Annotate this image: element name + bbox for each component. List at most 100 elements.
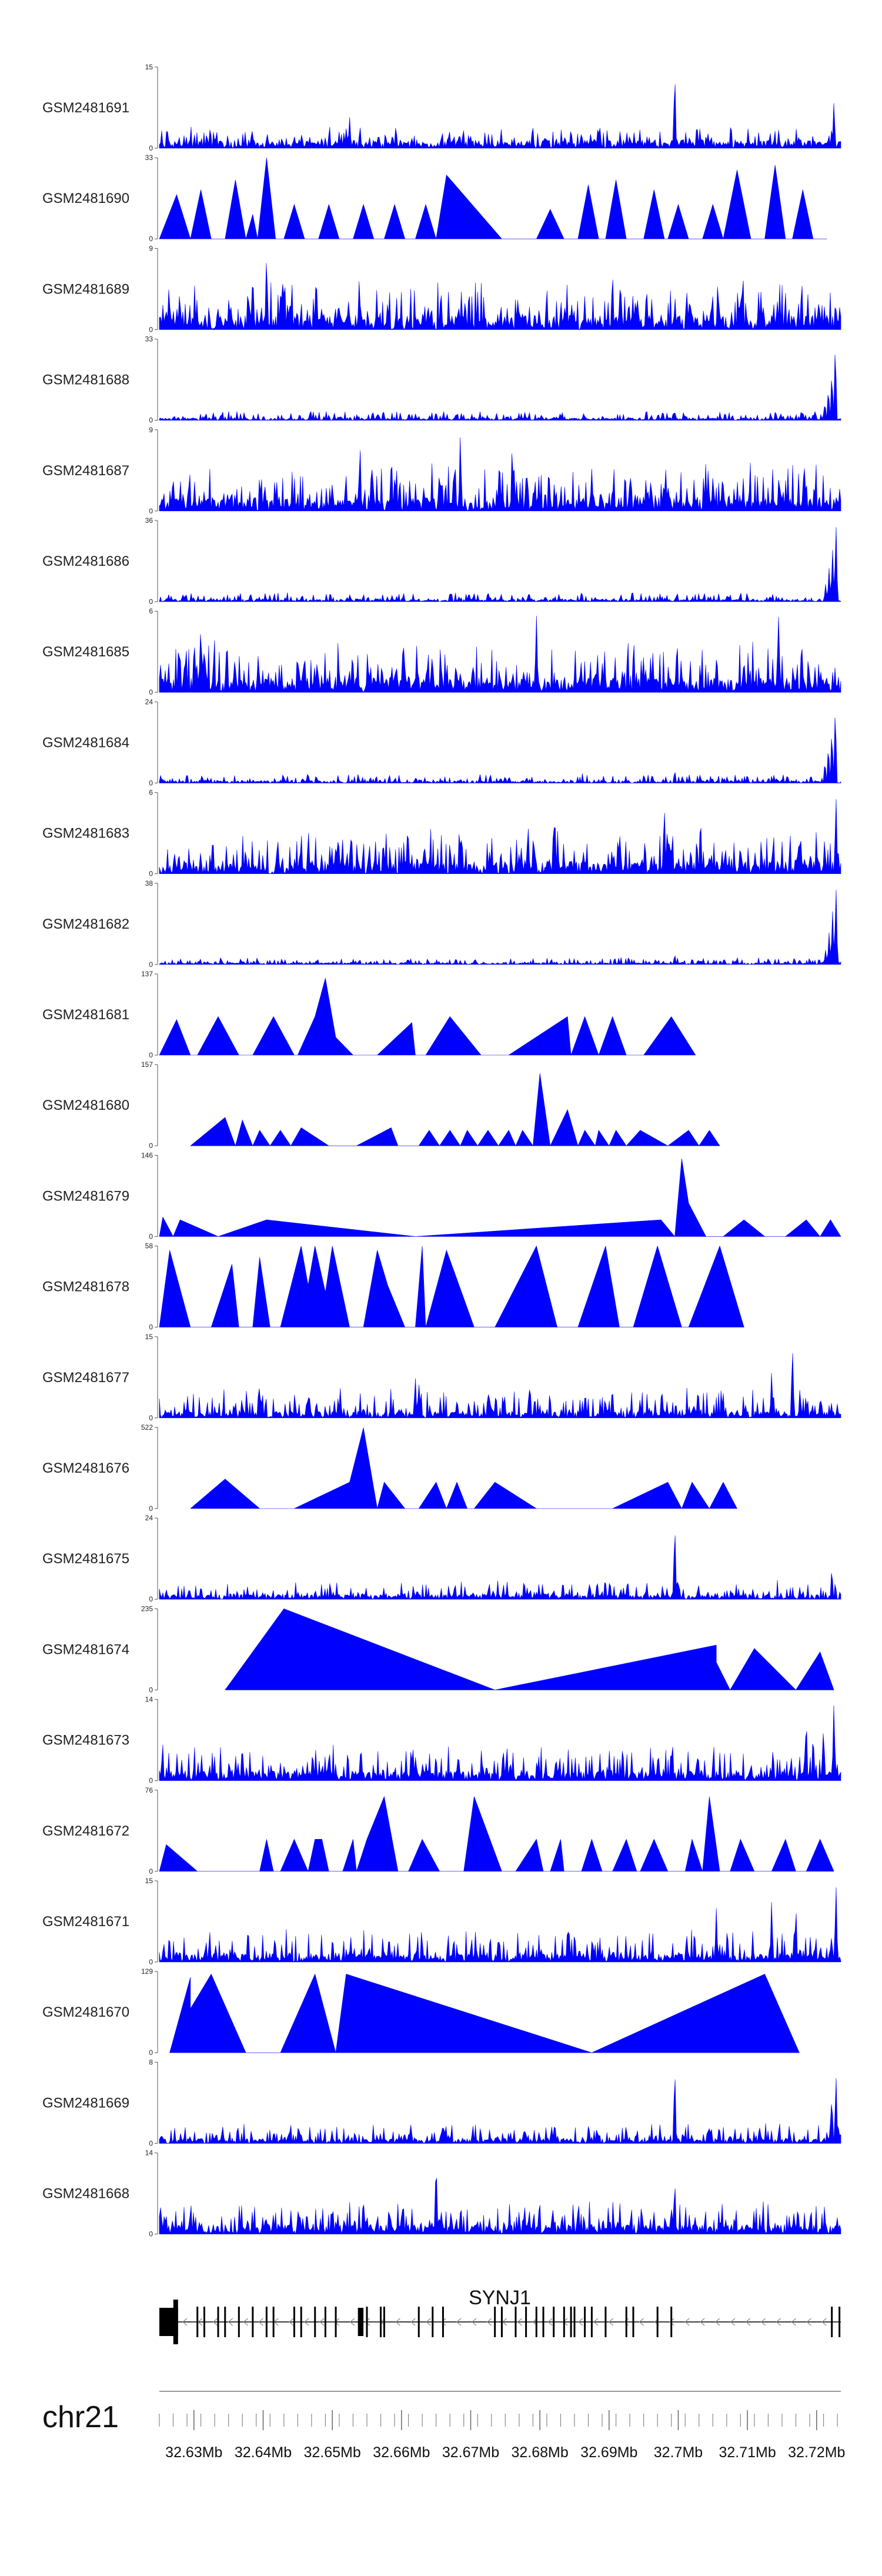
signal-area (190, 1073, 720, 1147)
y-max-label: 15 (145, 1877, 153, 1885)
track-GSM2481671: GSM2481671 15 0 (42, 1877, 841, 1966)
track-label: GSM2481674 (42, 1641, 129, 1657)
strand-chevron-icon (730, 2318, 736, 2326)
track-GSM2481687: GSM2481687 9 0 (42, 426, 841, 515)
y-min-label: 0 (149, 2048, 153, 2057)
track-label: GSM2481678 (42, 1279, 129, 1295)
signal-area (159, 2178, 841, 2234)
strand-chevron-icon (776, 2318, 781, 2326)
exon (217, 2307, 219, 2337)
track-GSM2481682: GSM2481682 38 0 (42, 879, 841, 969)
signal-area (159, 263, 841, 330)
track-GSM2481679: GSM2481679 146 0 (42, 1151, 841, 1240)
gene-structure (159, 2300, 841, 2344)
track-GSM2481680: GSM2481680 157 0 (42, 1060, 720, 1150)
y-max-label: 33 (145, 154, 153, 162)
y-min-label: 0 (149, 1051, 153, 1059)
exon (417, 2307, 420, 2337)
track-GSM2481676: GSM2481676 522 0 (42, 1423, 737, 1513)
y-max-label: 24 (145, 1514, 153, 1522)
strand-chevron-icon (365, 2318, 370, 2326)
y-min-label: 0 (149, 960, 153, 969)
y-min-label: 0 (149, 507, 153, 515)
y-min-label: 0 (149, 870, 153, 878)
track-GSM2481678: GSM2481678 58 0 (42, 1242, 744, 1332)
track-GSM2481672: GSM2481672 76 0 (42, 1786, 834, 1876)
strand-chevron-icon (289, 2318, 294, 2326)
tick-label: 32.64Mb (235, 2444, 292, 2461)
track-label: GSM2481670 (42, 2004, 129, 2020)
tick-label: 32.66Mb (373, 2444, 430, 2461)
track-GSM2481688: GSM2481688 33 0 (42, 335, 841, 425)
exon (335, 2307, 337, 2337)
exon (670, 2307, 673, 2337)
track-label: GSM2481683 (42, 826, 129, 842)
strand-chevron-icon (517, 2318, 522, 2326)
y-max-label: 15 (145, 63, 153, 71)
exon (238, 2307, 240, 2337)
strand-chevron-icon (715, 2318, 720, 2326)
signal-area (169, 1973, 800, 2053)
y-max-label: 9 (149, 426, 153, 434)
strand-chevron-icon (578, 2318, 583, 2326)
exon (656, 2307, 659, 2337)
exon (196, 2307, 199, 2337)
track-label: GSM2481679 (42, 1188, 129, 1204)
y-min-label: 0 (149, 1323, 153, 1332)
y-max-label: 36 (145, 516, 153, 525)
y-min-label: 0 (149, 1414, 153, 1422)
gene-name-label: SYNJ1 (469, 2287, 531, 2309)
strand-chevron-icon (456, 2318, 462, 2326)
exon (542, 2307, 544, 2337)
y-min-label: 0 (149, 2230, 153, 2238)
exon (573, 2307, 576, 2337)
y-min-label: 0 (149, 2139, 153, 2147)
axis-ticks: 32.63Mb 32.64Mb 32.65Mb 32.66Mb 32.67Mb 32.68… (159, 2410, 845, 2461)
y-max-label: 76 (145, 1786, 153, 1794)
track-label: GSM2481685 (42, 644, 129, 660)
strand-chevron-icon (441, 2318, 446, 2326)
signal-area (159, 1245, 744, 1327)
y-max-label: 6 (149, 789, 153, 797)
y-min-label: 0 (149, 1777, 153, 1785)
exon (224, 2307, 226, 2337)
y-max-label: 8 (149, 2058, 153, 2066)
coding-block (358, 2308, 364, 2336)
strand-chevron-icon (639, 2318, 644, 2326)
coding-block (173, 2300, 178, 2344)
signal-area (159, 1159, 841, 1237)
y-max-label: 14 (145, 1696, 153, 1704)
strand-chevron-icon (471, 2318, 477, 2326)
track-label: GSM2481668 (42, 2186, 129, 2202)
track-label: GSM2481675 (42, 1551, 129, 1567)
signal-area (159, 1796, 834, 1872)
y-min-label: 0 (149, 1142, 153, 1150)
y-min-label: 0 (149, 688, 153, 696)
exon (514, 2307, 517, 2337)
y-min-label: 0 (149, 1504, 153, 1513)
y-min-label: 0 (149, 1595, 153, 1603)
strand-chevron-icon (684, 2318, 690, 2326)
strand-chevron-icon (410, 2318, 416, 2326)
tick-label: 32.72Mb (788, 2444, 845, 2461)
exon (535, 2307, 537, 2337)
signal-area (159, 717, 841, 784)
data-tracks: GSM2481691150GSM2481690330GSM248168990GS… (42, 63, 841, 2238)
strand-chevron-icon (258, 2318, 263, 2326)
y-min-label: 0 (149, 416, 153, 425)
strand-chevron-icon (486, 2318, 492, 2326)
track-GSM2481684: GSM2481684 24 0 (42, 698, 841, 787)
y-max-label: 33 (145, 335, 153, 343)
y-min-label: 0 (149, 1232, 153, 1240)
y-max-label: 235 (141, 1604, 153, 1613)
y-max-label: 24 (145, 698, 153, 706)
strand-chevron-icon (319, 2318, 325, 2326)
y-max-label: 14 (145, 2149, 153, 2157)
track-label: GSM2481686 (42, 553, 129, 569)
track-label: GSM2481687 (42, 463, 129, 479)
strand-chevron-icon (821, 2318, 827, 2326)
strand-chevron-icon (760, 2318, 766, 2326)
genome-axis: chr21 32.63Mb 32.64Mb 32.65Mb 32.66Mb 32.67M… (42, 2391, 845, 2461)
signal-area (159, 1353, 841, 1419)
strand-chevron-icon (243, 2318, 248, 2326)
